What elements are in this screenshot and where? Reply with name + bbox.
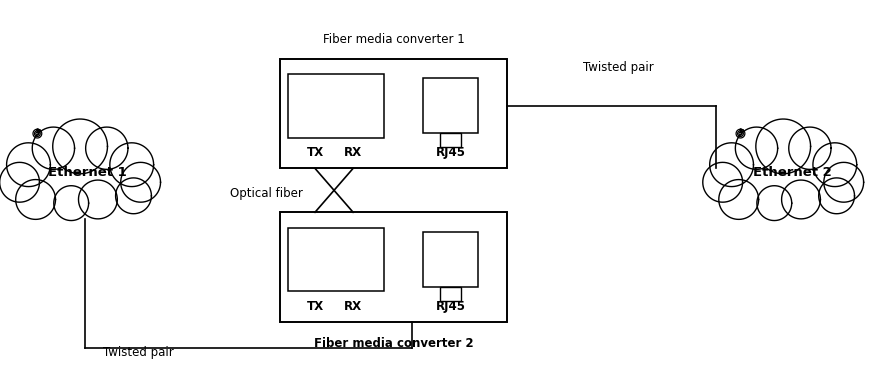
Polygon shape xyxy=(6,143,51,187)
Text: Optical fiber: Optical fiber xyxy=(230,187,303,201)
Text: TX: TX xyxy=(306,300,324,313)
Text: Twisted pair: Twisted pair xyxy=(102,346,174,359)
Bar xyxy=(288,228,384,291)
Bar xyxy=(280,59,507,168)
Polygon shape xyxy=(0,163,39,202)
Polygon shape xyxy=(789,127,831,169)
Bar xyxy=(441,287,461,301)
Polygon shape xyxy=(813,143,857,187)
Text: RX: RX xyxy=(344,146,362,160)
Text: Ethernet 2: Ethernet 2 xyxy=(753,165,831,179)
Polygon shape xyxy=(819,178,854,214)
Text: RJ45: RJ45 xyxy=(435,300,465,313)
Polygon shape xyxy=(32,127,75,169)
Bar xyxy=(424,78,478,133)
Polygon shape xyxy=(116,178,151,214)
Polygon shape xyxy=(756,119,811,174)
Polygon shape xyxy=(824,163,863,202)
Bar xyxy=(441,133,461,147)
Polygon shape xyxy=(756,186,792,221)
Polygon shape xyxy=(719,180,758,219)
Text: Fiber media converter 1: Fiber media converter 1 xyxy=(323,33,465,46)
Polygon shape xyxy=(781,180,821,219)
Polygon shape xyxy=(53,186,89,221)
Polygon shape xyxy=(53,119,108,174)
Polygon shape xyxy=(85,127,128,169)
Polygon shape xyxy=(78,180,117,219)
Bar xyxy=(424,232,478,287)
Text: TX: TX xyxy=(306,146,324,160)
Text: Ethernet 1: Ethernet 1 xyxy=(48,165,126,179)
Text: Fiber media converter 2: Fiber media converter 2 xyxy=(314,337,473,350)
Text: RJ45: RJ45 xyxy=(435,146,465,160)
Polygon shape xyxy=(735,127,778,169)
Bar xyxy=(280,212,507,322)
Polygon shape xyxy=(109,143,154,187)
Text: Twisted pair: Twisted pair xyxy=(583,61,653,74)
Bar xyxy=(288,74,384,138)
Polygon shape xyxy=(709,143,754,187)
Polygon shape xyxy=(16,180,55,219)
Polygon shape xyxy=(703,163,742,202)
Text: RX: RX xyxy=(344,300,362,313)
Polygon shape xyxy=(121,163,160,202)
